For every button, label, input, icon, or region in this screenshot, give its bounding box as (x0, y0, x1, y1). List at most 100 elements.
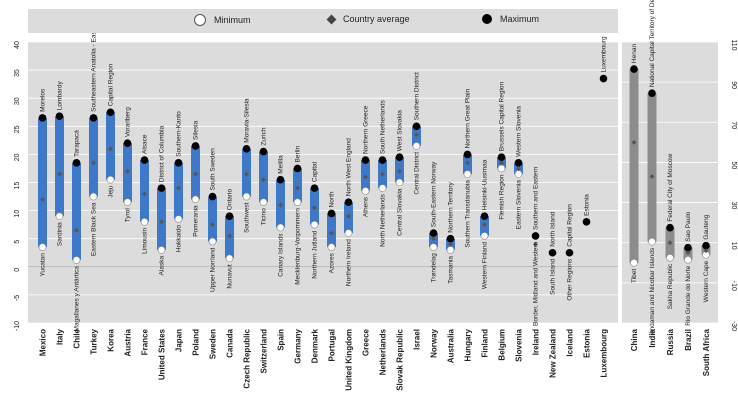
oecd-range-bar (38, 117, 47, 248)
oecd-min-dot (395, 178, 404, 187)
oecd-max-region-label: Alsace (142, 134, 149, 154)
oecd-max-region-label: Western Slovenia (516, 106, 523, 157)
oecd-min-region-label: Canary Islands (278, 233, 285, 277)
oecd-max-dot (446, 234, 455, 243)
oecd-max-dot (276, 175, 285, 184)
oecd-avg-dot (533, 241, 538, 247)
partner-avg-dot (649, 174, 655, 179)
oecd-range-bar (72, 162, 81, 261)
oecd-min-dot (157, 246, 166, 254)
partner-range-bar (629, 69, 639, 263)
left-tick-label: -5 (14, 295, 21, 301)
oecd-max-region-label: Tarapacá (74, 130, 81, 157)
oecd-max-region-label: North Island (550, 211, 557, 246)
oecd-max-dot (344, 198, 353, 206)
oecd-country-label: Czech Republic (243, 328, 252, 388)
oecd-avg-dot (312, 205, 317, 211)
oecd-country-label: Austria (124, 328, 133, 356)
oecd-country-label: Slovak Republic (396, 328, 405, 390)
oecd-max-region-label: Moravia-Silesia (244, 98, 251, 143)
left-tick-label: -10 (14, 321, 21, 331)
oecd-min-region-label: Athens (363, 196, 370, 217)
oecd-max-dot (191, 142, 200, 150)
oecd-min-region-label: Nunavut (227, 264, 234, 288)
oecd-min-region-label: Northern Ireland (346, 239, 353, 286)
oecd-max-dot (123, 139, 132, 147)
right-tick-label: 50 (730, 162, 737, 170)
partner-country-label: China (630, 328, 639, 351)
oecd-min-dot (123, 198, 132, 206)
oecd-max-dot (378, 156, 387, 164)
oecd-max-dot (565, 248, 574, 257)
right-tick-label: 110 (730, 39, 737, 50)
oecd-min-region-label: North Netherlands (380, 193, 387, 246)
oecd-country-label: Israel (413, 329, 422, 350)
oecd-min-dot (446, 246, 455, 254)
oecd-country-label: Korea (107, 328, 116, 351)
oecd-country-label: Australia (447, 328, 456, 363)
oecd-range-bar (106, 112, 115, 180)
partner-range-bar (647, 93, 657, 242)
oecd-max-region-label: Luxembourg (601, 36, 608, 73)
oecd-avg-dot (193, 171, 198, 177)
oecd-country-label: Greece (362, 328, 371, 356)
partner-max-region-label: Sao Paulo (685, 211, 692, 241)
oecd-min-region-label: Limousin (142, 227, 149, 253)
oecd-country-label: New Zealand (549, 329, 558, 378)
oecd-avg-dot (261, 177, 266, 183)
oecd-min-region-label: Sardinia (57, 222, 64, 246)
left-tick-label: 30 (14, 97, 21, 105)
oecd-min-dot (191, 195, 200, 204)
oecd-max-region-label: Lombardy (57, 81, 64, 111)
oecd-min-region-label: South Island (550, 258, 557, 295)
oecd-range-bar (174, 162, 183, 220)
oecd-country-label: Belgium (498, 329, 507, 361)
oecd-max-region-label: Capital Region (567, 204, 574, 247)
partner-min-region-label: Rio Grande do Norte (685, 265, 692, 325)
oecd-min-dot (361, 187, 370, 195)
oecd-range-bar (208, 196, 217, 242)
oecd-range-bar (327, 213, 336, 248)
partner-max-region-label: Gauteng (703, 214, 710, 239)
oecd-avg-dot (397, 168, 402, 174)
legend-maximum: Maximum (482, 14, 539, 24)
oecd-max-region-label: Ontario (227, 189, 234, 211)
oecd-country-label: France (141, 328, 150, 355)
partner-max-region-label: Henan (631, 44, 638, 64)
oecd-avg-dot (448, 241, 453, 247)
oecd-min-region-label: Tyrol (125, 208, 132, 223)
oecd-max-region-label: Northern Greece (363, 105, 370, 154)
oecd-min-dot (412, 142, 421, 150)
oecd-max-dot (293, 164, 302, 173)
oecd-min-region-label: Central District (414, 152, 421, 195)
oecd-range-bar (157, 188, 166, 250)
oecd-max-region-label: Morelos (40, 88, 47, 112)
oecd-country-label: Chile (73, 328, 82, 348)
right-tick-label: 10 (730, 242, 737, 250)
oecd-country-label: Mexico (39, 329, 48, 356)
partner-max-region-label: National Capital Territory of Delhi (649, 0, 656, 87)
oecd-max-region-label: Estonia (584, 194, 591, 216)
oecd-country-label: Norway (430, 328, 439, 357)
left-tick-label: 20 (14, 153, 21, 161)
oecd-max-dot (327, 209, 336, 218)
oecd-max-dot (225, 212, 234, 221)
maximum-marker-icon (482, 14, 492, 24)
oecd-country-label: Spain (277, 329, 286, 351)
oecd-min-region-label: Flemish Region (499, 174, 506, 220)
oecd-country-label: Germany (294, 328, 303, 363)
oecd-min-dot (38, 243, 47, 251)
oecd-range-bar (89, 117, 98, 197)
oecd-country-label: Canada (226, 328, 235, 357)
oecd-min-region-label: Magallanes y Antártica (74, 266, 81, 332)
oecd-max-region-label: Zurich (261, 127, 268, 145)
oecd-avg-dot (346, 213, 351, 219)
oecd-max-dot (412, 122, 421, 131)
oecd-max-region-label: Berlin (295, 145, 302, 162)
oecd-avg-dot (329, 230, 334, 236)
right-tick-label: 30 (730, 202, 737, 210)
partner-min-dot (648, 237, 656, 246)
oecd-avg-dot (74, 227, 79, 233)
oecd-avg-dot (414, 132, 419, 138)
